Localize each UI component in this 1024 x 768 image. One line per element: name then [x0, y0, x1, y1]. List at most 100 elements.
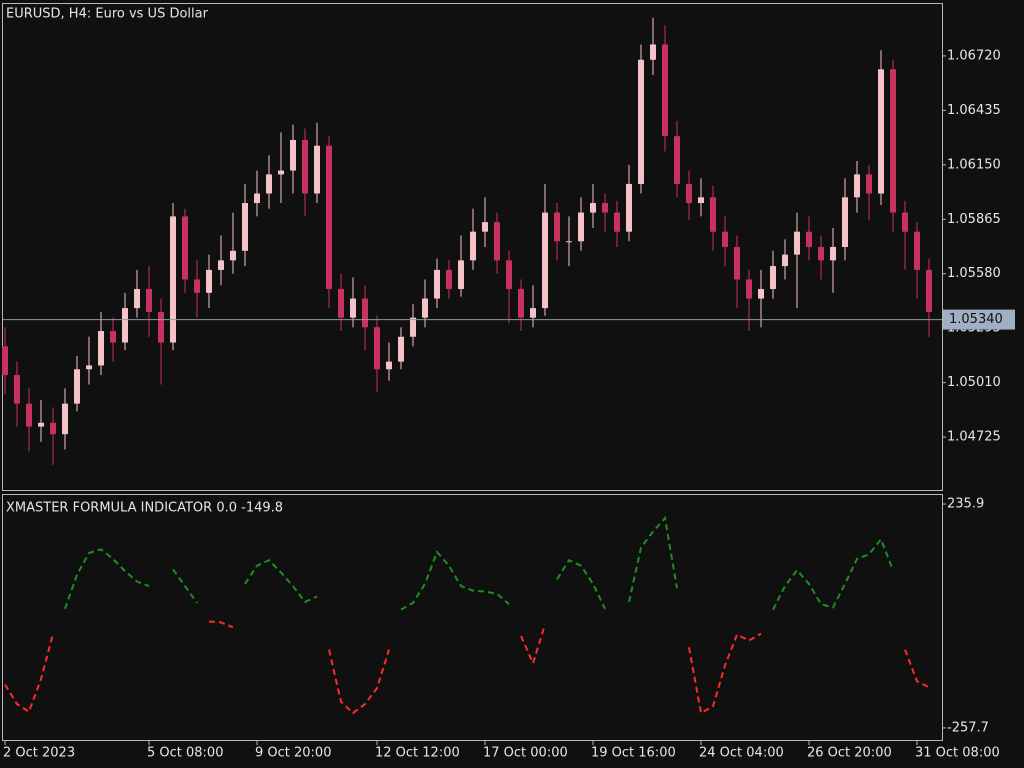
candle-body [722, 231, 728, 247]
y-tick-label: 1.06720 [947, 48, 1001, 63]
candle-body [674, 136, 680, 184]
candle-body [710, 197, 716, 232]
candle-body [326, 145, 332, 290]
candle-body [554, 212, 560, 242]
candle-body [386, 361, 392, 370]
candle-body [194, 279, 200, 293]
candle-body [698, 197, 704, 204]
x-tick-label: 26 Oct 20:00 [807, 746, 892, 761]
candle-body [290, 139, 296, 171]
last-price-box [943, 309, 1015, 330]
candle-body [866, 174, 872, 194]
candle-body [638, 59, 644, 184]
x-tick-label: 19 Oct 16:00 [591, 746, 676, 761]
x-tick-label: 12 Oct 12:00 [375, 746, 460, 761]
candle-body [578, 212, 584, 242]
last-price-label: 1.05340 [949, 312, 1003, 327]
candle-body [170, 216, 176, 343]
candle-body [62, 403, 68, 435]
candle-body [590, 203, 596, 213]
candle-body [926, 269, 932, 312]
candle-body [146, 289, 152, 312]
candle-body [686, 183, 692, 204]
candle-body [734, 246, 740, 280]
candle-body [566, 241, 572, 243]
candle-body [794, 231, 800, 255]
candle-body [14, 374, 20, 404]
x-tick-label: 24 Oct 04:00 [699, 746, 784, 761]
candle-body [482, 222, 488, 232]
y-tick-label: 1.06435 [947, 103, 1001, 118]
candle-body [854, 174, 860, 198]
candle-body [362, 298, 368, 328]
candle-body [206, 269, 212, 293]
candle-body [662, 44, 668, 137]
candle-body [614, 212, 620, 232]
candle-body [134, 289, 140, 309]
candle-body [302, 139, 308, 194]
y-tick-label: 1.04725 [947, 430, 1001, 445]
candle-body [410, 317, 416, 337]
y-tick-label: 1.05865 [947, 212, 1001, 227]
x-tick-label: 31 Oct 08:00 [915, 746, 1000, 761]
candle-body [650, 44, 656, 60]
candle-body [626, 183, 632, 232]
indicator-panel [2, 494, 943, 741]
candle-body [266, 174, 272, 194]
candle-body [182, 216, 188, 280]
candle-body [398, 336, 404, 362]
candle-body [230, 250, 236, 261]
candle-body [770, 266, 776, 290]
candle-body [74, 369, 80, 404]
candle-body [758, 289, 764, 299]
candle-body [122, 308, 128, 343]
y-tick-label: 1.06150 [947, 157, 1001, 172]
x-tick-label: 17 Oct 00:00 [483, 746, 568, 761]
candle-body [110, 331, 116, 343]
candle-body [506, 260, 512, 290]
candle-body [434, 269, 440, 299]
candle-body [242, 203, 248, 251]
candle-body [422, 298, 428, 318]
candle-body [314, 145, 320, 194]
candle-body [782, 254, 788, 267]
indicator-title: XMASTER FORMULA INDICATOR 0.0 -149.8 [6, 501, 283, 516]
candle-body [914, 231, 920, 270]
candle-body [86, 365, 92, 370]
candle-body [818, 246, 824, 261]
x-tick-label: 9 Oct 20:00 [255, 746, 331, 761]
x-tick-label: 5 Oct 08:00 [147, 746, 223, 761]
candle-body [494, 222, 500, 261]
candle-body [50, 422, 56, 435]
candle-body [350, 298, 356, 318]
candle-body [842, 197, 848, 247]
candle-body [830, 246, 836, 261]
y-tick-label: 1.05010 [947, 375, 1001, 390]
candle-body [446, 269, 452, 290]
candle-body [158, 311, 164, 343]
x-tick-label: 2 Oct 2023 [3, 746, 75, 761]
candle-body [746, 279, 752, 299]
candle-body [254, 193, 260, 204]
candle-body [542, 212, 548, 309]
candle-body [338, 289, 344, 318]
candle-body [518, 289, 524, 318]
candle-body [602, 203, 608, 213]
candle-body [890, 69, 896, 213]
y-tick-label: 1.05580 [947, 266, 1001, 281]
indicator-line [4, 620, 930, 715]
chart-title: EURUSD, H4: Euro vs US Dollar [6, 7, 209, 22]
candle-body [878, 69, 884, 194]
y-tick-label: -257.7 [947, 720, 989, 735]
candle-body [2, 346, 8, 375]
y-tick-label: 235.9 [947, 497, 984, 512]
price-panel [2, 3, 943, 491]
indicator-line [64, 515, 894, 611]
candle-body [530, 308, 536, 318]
candle-body [470, 231, 476, 261]
candle-body [38, 422, 44, 427]
candle-body [98, 331, 104, 366]
candle-body [278, 170, 284, 175]
